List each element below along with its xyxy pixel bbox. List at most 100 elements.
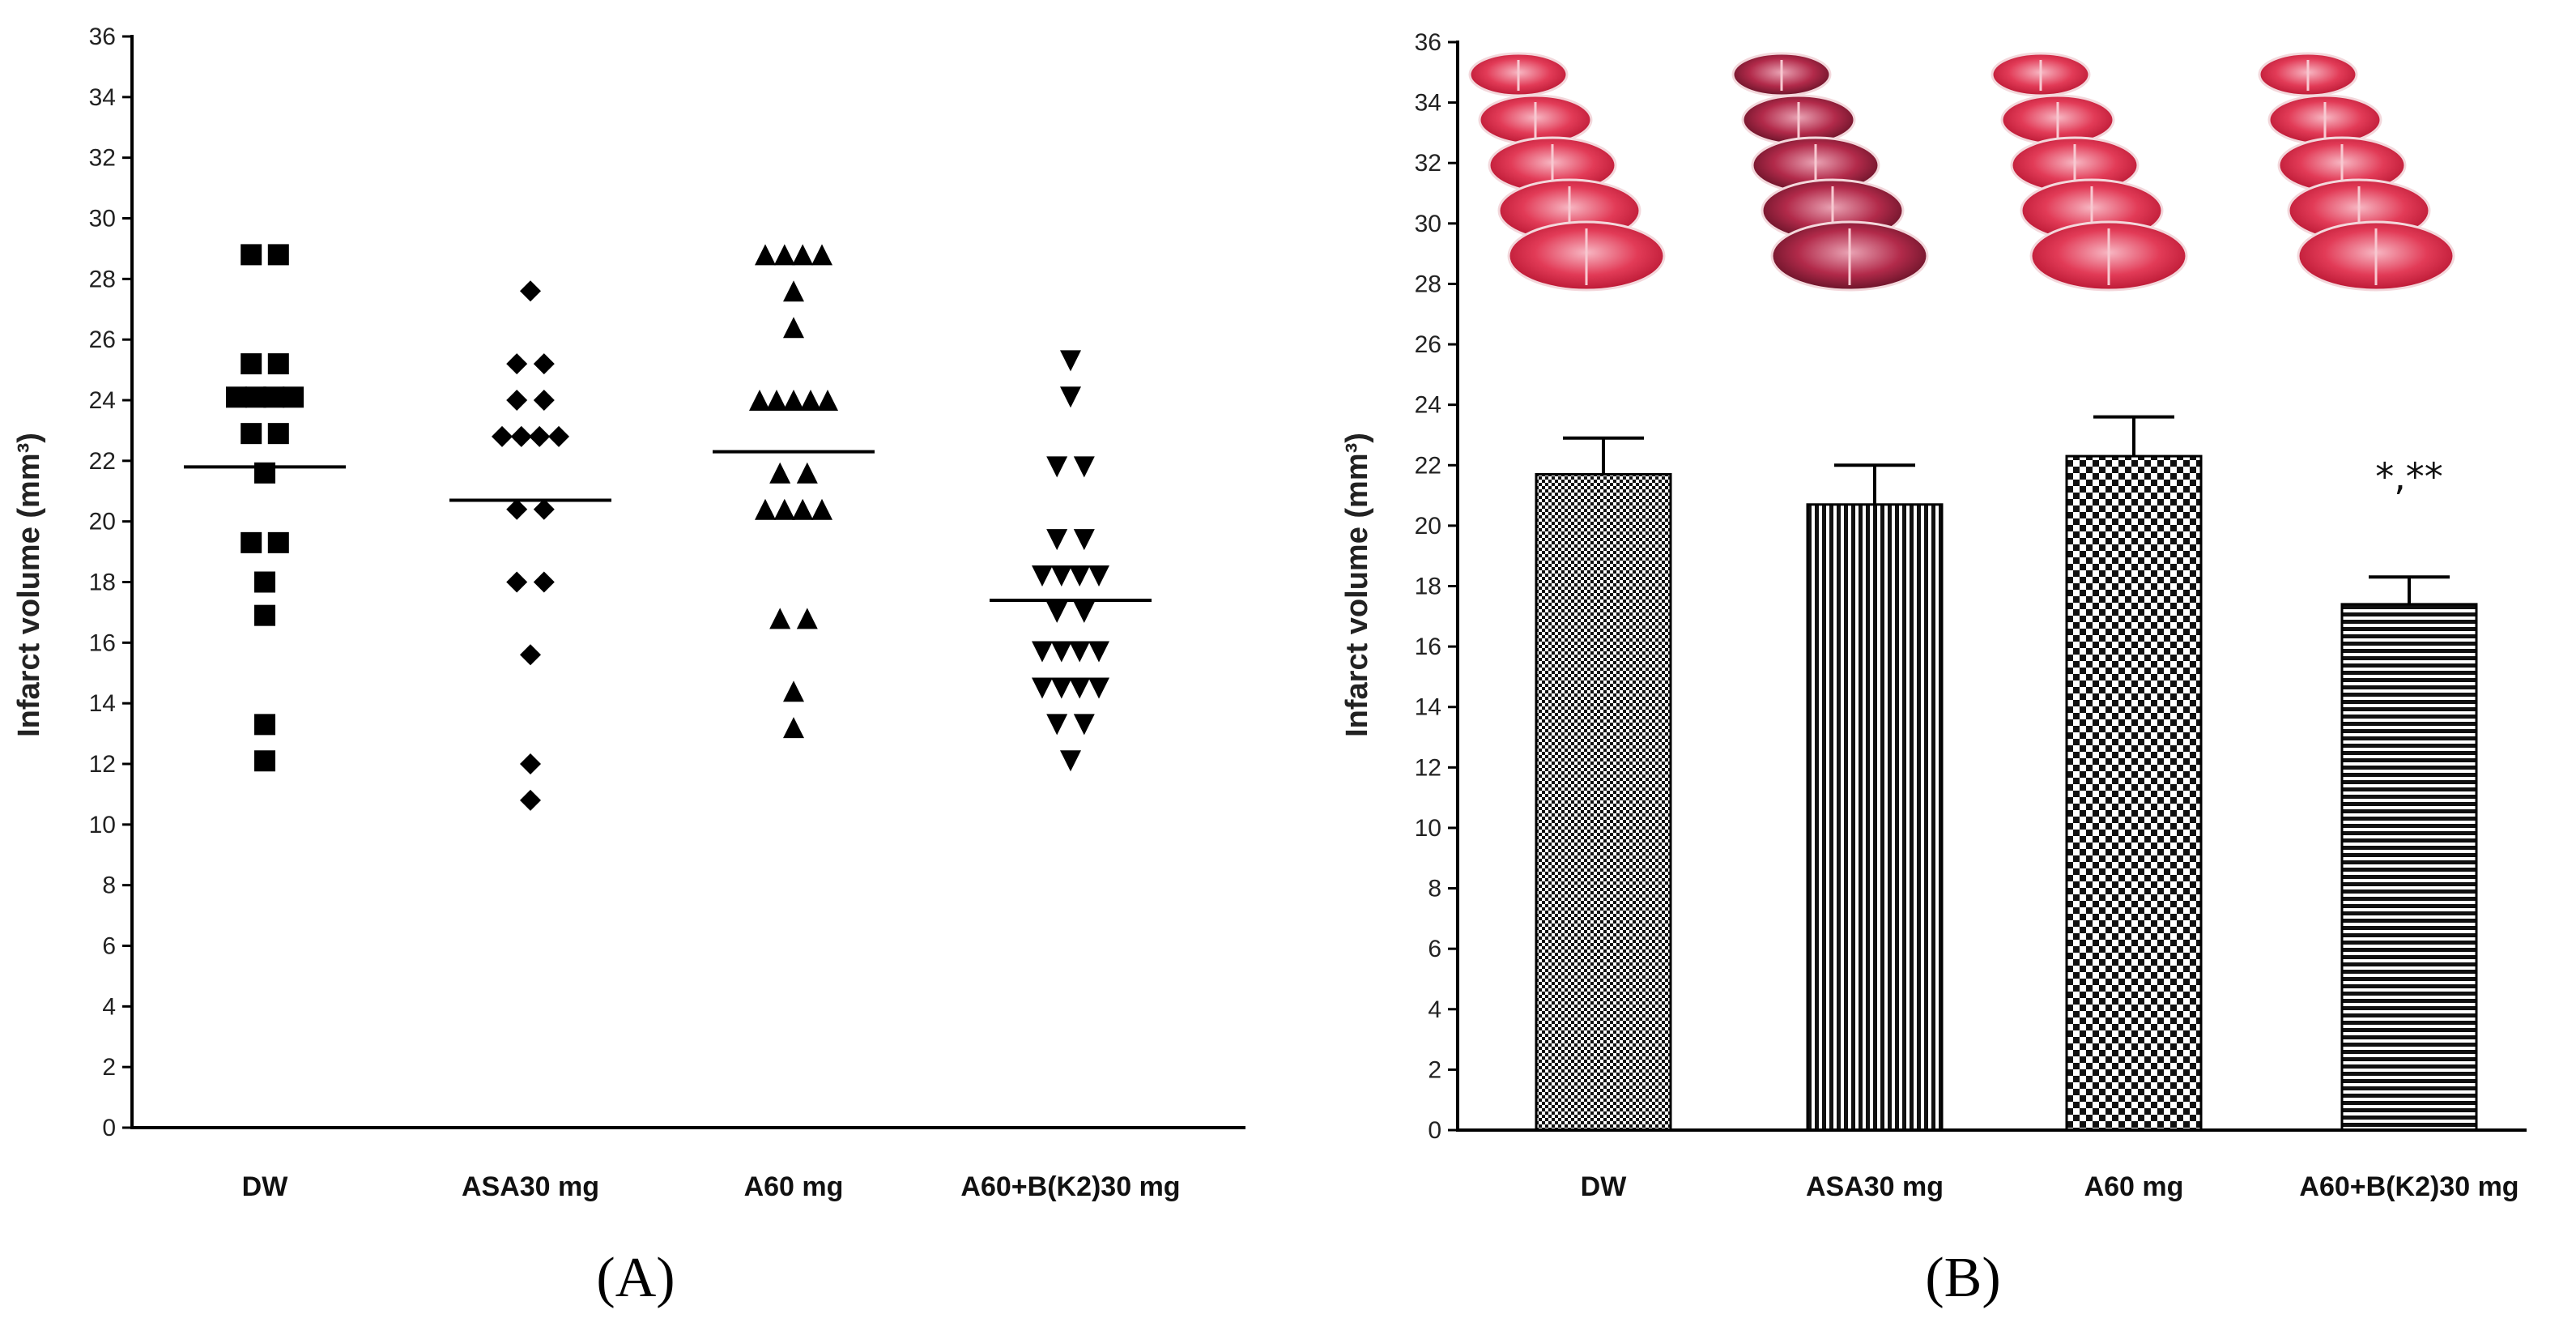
panel-a-data-point-triangle-up bbox=[792, 498, 814, 520]
panel-a-data-point-square bbox=[267, 244, 289, 266]
panel-a-data-point-triangle-down bbox=[1032, 565, 1053, 587]
panel-a-data-point-diamond bbox=[533, 498, 555, 520]
panel-a-data-point-triangle-down bbox=[1046, 714, 1068, 736]
panel-b-y-tick-label: 26 bbox=[1415, 331, 1441, 358]
panel-a-data-points bbox=[226, 244, 1109, 811]
panel-a-category-labels: DW ASA30 mg A60 mg A60+B(K2)30 mg bbox=[242, 1171, 1181, 1202]
panel-a-data-point-square bbox=[254, 714, 275, 736]
panel-a-data-point-square bbox=[283, 386, 304, 408]
panel-a-data-point-diamond bbox=[520, 789, 541, 811]
panel-a-y-tick-label: 32 bbox=[89, 145, 116, 172]
panel-a-y-tick-label: 4 bbox=[102, 993, 116, 1020]
panel-a-data-point-square bbox=[241, 423, 262, 445]
panel-a-y-tick-label: 24 bbox=[89, 387, 116, 414]
panel-a-label: (A) bbox=[596, 1247, 675, 1309]
panel-a-data-point-triangle-down bbox=[1069, 641, 1091, 663]
panel-a-category-label: A60 mg bbox=[744, 1171, 844, 1202]
panel-a-y-tick-label: 10 bbox=[89, 812, 116, 838]
panel-a-data-point-triangle-up bbox=[792, 244, 814, 266]
panel-b-y-tick-label: 2 bbox=[1428, 1056, 1441, 1083]
panel-b-y-tick-label: 20 bbox=[1415, 513, 1441, 540]
panel-a-data-point-triangle-up bbox=[749, 390, 770, 411]
panel-b-y-tick-label: 14 bbox=[1415, 694, 1441, 721]
panel-a-data-point-triangle-up bbox=[796, 462, 818, 484]
panel-a-y-tick-label: 28 bbox=[89, 266, 116, 292]
panel-a-data-point-square bbox=[254, 571, 275, 593]
brain-slice-image bbox=[2258, 52, 2455, 292]
panel-a-mean-lines bbox=[184, 450, 1152, 602]
panel-b-y-tick-label: 32 bbox=[1415, 150, 1441, 177]
panel-b-category-label: ASA30 mg bbox=[1806, 1171, 1944, 1202]
panel-a-data-point-triangle-down bbox=[1069, 677, 1091, 699]
panel-b-y-tick-label: 34 bbox=[1415, 90, 1441, 117]
panel-a-category-label: DW bbox=[242, 1171, 289, 1202]
panel-b-y-tick-label: 10 bbox=[1415, 815, 1441, 842]
panel-a-y-tick-label: 6 bbox=[102, 933, 116, 960]
panel-b-y-tick-label: 0 bbox=[1428, 1117, 1441, 1144]
panel-a-data-point-triangle-up bbox=[755, 244, 776, 266]
panel-b-y-axis-title: Infarct volume (mm³) bbox=[1340, 433, 1374, 737]
panel-a-data-point-diamond bbox=[533, 353, 555, 375]
panel-b-y-tick-label: 36 bbox=[1415, 29, 1441, 56]
panel-a-data-point-square bbox=[254, 604, 275, 626]
panel-a-data-point-triangle-up bbox=[800, 390, 821, 411]
panel-b-bars bbox=[1535, 454, 2478, 1132]
panel-b-y-tick-label: 4 bbox=[1428, 996, 1441, 1023]
brain-slice-image bbox=[1468, 52, 1666, 292]
panel-a-data-point-diamond bbox=[506, 390, 528, 411]
panel-a-data-point-diamond bbox=[506, 353, 528, 375]
panel-b-brain-slice-images bbox=[1468, 52, 2455, 292]
panel-b-y-tick-label: 12 bbox=[1415, 754, 1441, 781]
panel-a-y-tick-label: 20 bbox=[89, 509, 116, 535]
panel-a-data-point-square bbox=[241, 531, 262, 553]
panel-a-data-point-diamond bbox=[506, 571, 528, 593]
panel-a-data-point-diamond bbox=[520, 753, 541, 774]
panel-b-bar bbox=[2065, 454, 2203, 1132]
panel-a-data-point-triangle-down bbox=[1046, 529, 1068, 551]
panel-a-y-tick-label: 34 bbox=[89, 84, 116, 111]
panel-a-data-point-diamond bbox=[548, 425, 569, 447]
panel-a-data-point-triangle-up bbox=[783, 717, 804, 739]
panel-b-y-tick-label: 28 bbox=[1415, 271, 1441, 297]
panel-a-data-point-triangle-down bbox=[1046, 456, 1068, 478]
panel-a-data-point-triangle-up bbox=[796, 608, 818, 629]
panel-b-category-label: A60 mg bbox=[2084, 1171, 2184, 1202]
panel-b-category-label: A60+B(K2)30 mg bbox=[2299, 1171, 2519, 1202]
panel-b-category-label: DW bbox=[1581, 1171, 1628, 1202]
panel-a-data-point-triangle-up bbox=[783, 317, 804, 339]
panel-b-category-labels: DW ASA30 mg A60 mg A60+B(K2)30 mg bbox=[1581, 1171, 2519, 1202]
panel-a-y-tick-label: 36 bbox=[89, 23, 116, 50]
panel-a-data-point-triangle-down bbox=[1073, 529, 1095, 551]
panel-a-data-point-triangle-down bbox=[1060, 350, 1081, 372]
panel-a-data-point-square bbox=[254, 750, 275, 772]
panel-b-y-tick-label: 24 bbox=[1415, 392, 1441, 419]
panel-b-y-tick-label: 16 bbox=[1415, 634, 1441, 660]
panel-a-y-tick-label: 0 bbox=[102, 1115, 116, 1141]
panel-a-data-point-triangle-up bbox=[755, 498, 776, 520]
brain-slice-image bbox=[1731, 52, 1929, 292]
panel-a-data-point-triangle-down bbox=[1073, 456, 1095, 478]
panel-b-y-tick-label: 18 bbox=[1415, 574, 1441, 600]
panel-a-data-point-triangle-up bbox=[773, 244, 795, 266]
panel-a-y-tick-label: 26 bbox=[89, 326, 116, 353]
panel-a-y-tick-label: 2 bbox=[102, 1054, 116, 1081]
panel-a-data-point-triangle-down bbox=[1060, 750, 1081, 772]
panel-a-data-point-square bbox=[263, 386, 285, 408]
panel-a-data-point-square bbox=[267, 353, 289, 375]
panel-a-y-tick-label: 8 bbox=[102, 872, 116, 899]
panel-a-data-point-diamond bbox=[520, 644, 541, 666]
panel-a-data-point-triangle-down bbox=[1046, 601, 1068, 623]
panel-a-data-point-triangle-down bbox=[1073, 714, 1095, 736]
panel-a-data-point-square bbox=[241, 353, 262, 375]
panel-a-data-point-triangle-up bbox=[811, 244, 832, 266]
panel-a-data-point-diamond bbox=[510, 425, 532, 447]
panel-a-y-tick-label: 22 bbox=[89, 448, 116, 475]
panel-a-data-point-diamond bbox=[533, 571, 555, 593]
panel-a-data-point-diamond bbox=[529, 425, 551, 447]
panel-b-bar bbox=[1806, 503, 1944, 1132]
panel-a-data-point-triangle-down bbox=[1060, 386, 1081, 408]
panel-a-data-point-triangle-up bbox=[766, 390, 787, 411]
